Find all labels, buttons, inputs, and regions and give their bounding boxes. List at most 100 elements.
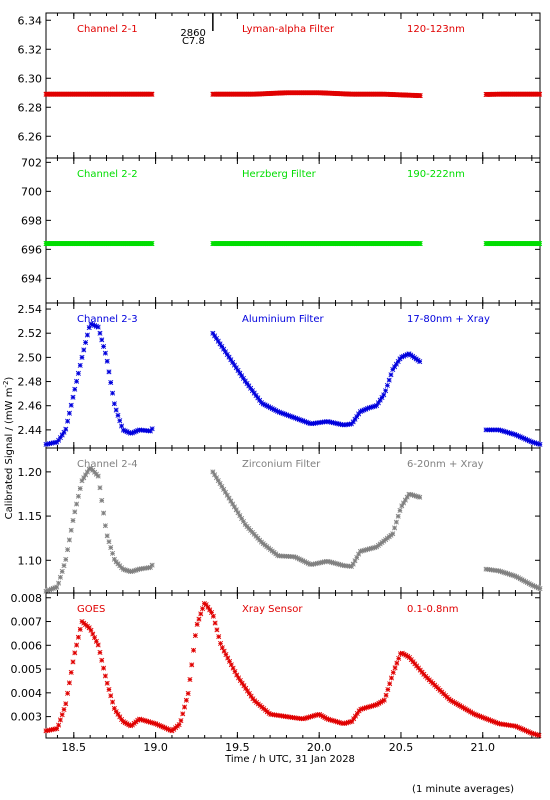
data-point (285, 412, 291, 419)
data-point (528, 582, 534, 588)
data-point (523, 436, 529, 442)
data-point (300, 418, 306, 424)
data-point (529, 730, 535, 736)
data-point (111, 705, 117, 711)
data-point (388, 675, 394, 681)
data-point (151, 720, 157, 726)
data-point (232, 669, 238, 675)
data-point (462, 706, 468, 712)
data-point (217, 341, 223, 347)
data-point (387, 681, 393, 687)
data-point (66, 410, 72, 416)
data-point (338, 562, 344, 568)
data-point (459, 704, 465, 710)
data-point (455, 702, 461, 708)
data-point (385, 686, 391, 693)
data-point (95, 324, 101, 330)
data-point (401, 651, 407, 657)
data-point (294, 555, 300, 561)
data-point (524, 437, 530, 443)
chart-panels: 6.26 6.28 6.30 6.32 6.34 Channel 2-1 Lyman-alp… (11, 12, 543, 739)
data-point (365, 704, 371, 710)
data-point (215, 338, 221, 344)
data-point (266, 404, 272, 410)
panel-1: 6.26 6.28 6.30 6.32 6.34 Channel 2-1 Lyman-alp… (18, 12, 543, 159)
channel-label: GOES (77, 604, 105, 615)
data-point (535, 441, 541, 447)
data-point (138, 717, 144, 723)
data-point (84, 332, 90, 338)
data-point (131, 568, 137, 574)
data-point (395, 513, 401, 519)
series-1 (43, 90, 543, 99)
data-point (324, 716, 330, 722)
data-point (327, 559, 333, 565)
data-point (237, 677, 243, 683)
data-point (519, 435, 525, 441)
data-point (338, 720, 344, 726)
data-point (61, 706, 67, 712)
data-point (227, 658, 233, 664)
data-point (293, 554, 299, 560)
filter-label: Aluminium Filter (242, 314, 325, 325)
data-point (401, 500, 407, 506)
data-point (234, 672, 240, 678)
data-point (189, 662, 195, 668)
data-point (86, 325, 92, 331)
data-point (146, 719, 152, 725)
data-point (273, 407, 279, 413)
data-point (453, 701, 459, 707)
data-point (333, 718, 339, 724)
y-tick-label: 700 (21, 185, 42, 198)
data-point (246, 691, 252, 697)
data-point (372, 702, 378, 708)
data-point (506, 430, 512, 436)
data-point (219, 645, 225, 651)
x-axis-title: Time / h UTC, 31 Jan 2028 (224, 754, 355, 765)
data-point (207, 607, 213, 613)
data-point (450, 698, 456, 705)
y-tick-label: 0.004 (11, 687, 43, 700)
data-point (57, 717, 63, 723)
y-tick-label: 2.44 (18, 424, 43, 437)
data-point (156, 722, 162, 728)
data-point (370, 404, 376, 410)
series-3 (43, 321, 543, 447)
data-point (533, 584, 539, 590)
data-point (528, 439, 534, 445)
data-point (482, 715, 488, 721)
x-tick-label: 19.5 (225, 741, 250, 754)
data-point (113, 407, 119, 413)
data-point (183, 697, 189, 703)
data-point (361, 407, 367, 413)
data-point (65, 690, 71, 696)
data-point (104, 358, 110, 364)
data-point (448, 697, 454, 703)
panel-3: 2.44 2.46 2.48 2.50 2.52 2.54 Channel 2-3 Alumi… (18, 302, 543, 449)
data-point (354, 414, 360, 420)
data-point (240, 375, 246, 381)
y-tick-label: 2.46 (18, 400, 43, 413)
panel-4: 1.10 1.15 1.20 Channel 2-4 Zirconium Filter 6… (18, 447, 543, 594)
data-point (237, 370, 243, 376)
data-point (376, 700, 382, 706)
data-point (512, 431, 518, 438)
data-point (354, 554, 360, 560)
data-point (68, 402, 74, 408)
data-point (282, 411, 288, 417)
data-point (165, 726, 171, 732)
data-point (187, 677, 193, 683)
data-point (74, 378, 80, 384)
data-point (63, 556, 69, 562)
data-point (74, 501, 80, 507)
y-tick-label: 1.15 (18, 510, 43, 523)
data-point (200, 606, 206, 612)
data-point (417, 241, 423, 247)
data-point (128, 723, 134, 729)
data-point (336, 561, 342, 567)
data-point (532, 731, 538, 737)
y-tick-label: 6.30 (18, 72, 43, 85)
y-tick-label: 2.48 (18, 376, 43, 389)
data-point (209, 609, 215, 616)
data-point (120, 719, 126, 725)
